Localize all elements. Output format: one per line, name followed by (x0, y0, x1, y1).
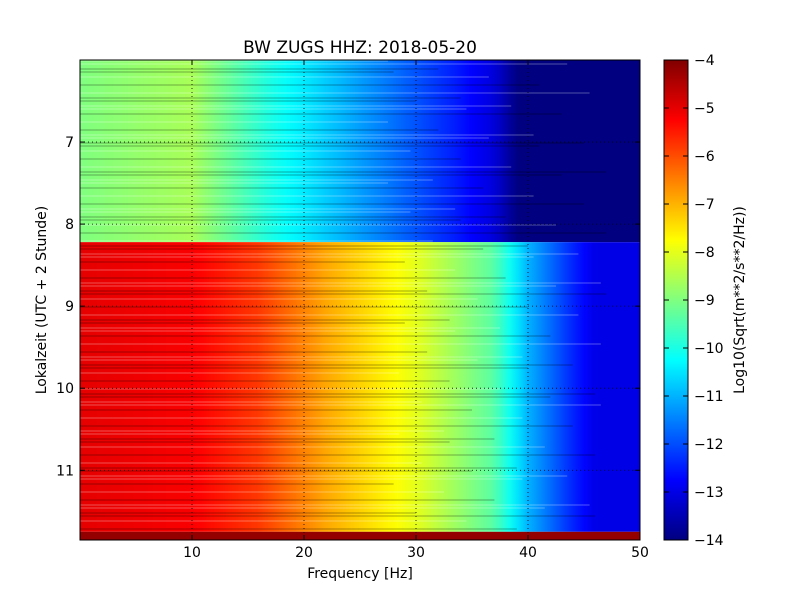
y-tick-label: 9 (65, 299, 74, 315)
colorbar-label: Log10(Sqrt(m**2/s**2/Hz)) (732, 206, 748, 394)
colorbar-tick-label: −13 (694, 485, 724, 501)
spectrogram-segment-edge (80, 531, 640, 540)
colorbar-tick-label: −14 (694, 533, 724, 549)
colorbar-tick-label: −5 (694, 101, 715, 117)
plot-area (79, 59, 641, 541)
colorbar-tick-label: −12 (694, 437, 724, 453)
colorbar: −4 −5 −6 −7 −8 −9 −10 −11 −12 −13 −14 (663, 53, 724, 549)
y-tick-label: 7 (65, 135, 74, 151)
spectrogram-texture (80, 60, 607, 530)
y-axis-label: Lokalzeit (UTC + 2 Stunde) (34, 206, 50, 395)
y-tick-label: 10 (56, 381, 74, 397)
colorbar-tick-label: −11 (694, 389, 724, 405)
colorbar-tick-label: −8 (694, 245, 715, 261)
y-tick-label: 8 (65, 217, 74, 233)
x-tick-label: 10 (183, 545, 201, 561)
plot-frame (79, 59, 641, 541)
colorbar-tick-label: −9 (694, 293, 715, 309)
x-axis-ticks: 10 20 30 40 50 (183, 60, 649, 561)
x-tick-label: 20 (295, 545, 313, 561)
colorbar-tick-label: −6 (694, 149, 715, 165)
chart-title: BW ZUGS HHZ: 2018-05-20 (243, 38, 477, 58)
colorbar-tick-label: −4 (694, 53, 715, 69)
spectrogram-segment-quiet (80, 60, 640, 243)
y-tick-label: 11 (56, 463, 74, 479)
y-axis-ticks: 7 8 9 10 11 (56, 135, 640, 479)
colorbar-tick-label: −7 (694, 197, 715, 213)
spectrogram-segment-active (80, 242, 640, 532)
x-axis-label: Frequency [Hz] (307, 566, 413, 582)
x-tick-label: 50 (631, 545, 649, 561)
x-tick-label: 40 (519, 545, 537, 561)
x-tick-label: 30 (407, 545, 425, 561)
colorbar-tick-label: −10 (694, 341, 724, 357)
